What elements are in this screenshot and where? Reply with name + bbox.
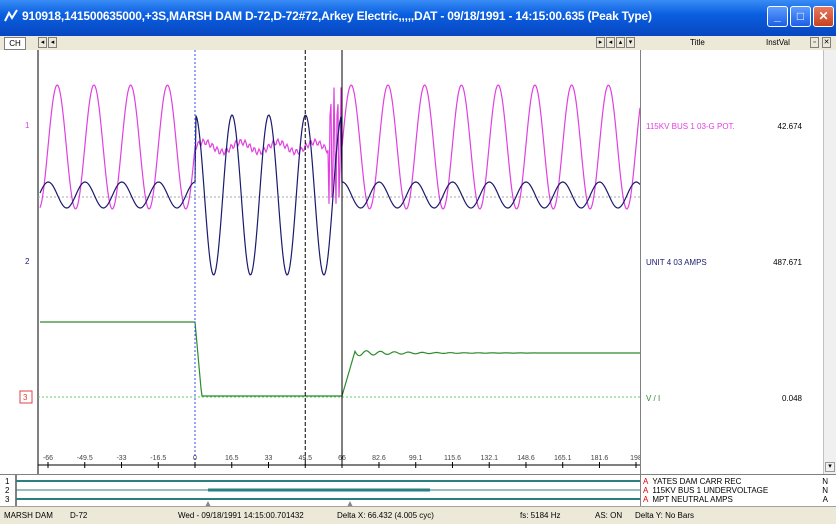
scroll-left-end-button[interactable]: ◂: [48, 37, 57, 48]
status-datetime: Wed - 09/18/1991 14:15:00.701432: [178, 511, 304, 520]
arrow-down-icon: ▾: [628, 39, 633, 46]
title-bar[interactable]: 910918,141500635000,+3S,MARSH DAM D-72,D…: [0, 0, 836, 36]
series-115kv-bus-pot: [39, 84, 641, 210]
status-as: AS: ON: [595, 511, 623, 520]
waveform-plot[interactable]: 1 2 3 -66 -49.5 -33 -16.5 0 16.5 33 49.5 66 82.6 9…: [0, 50, 642, 474]
minimize-icon: _: [774, 9, 781, 23]
maximize-button[interactable]: □: [790, 6, 811, 27]
channel-2-instval: 487.671: [773, 258, 802, 267]
channel-2-number: 2: [25, 257, 30, 266]
arrow-right-icon: ▸: [598, 39, 603, 46]
x-tick-label: 181.6: [591, 455, 609, 462]
waveform-svg[interactable]: 1 2 3 -66 -49.5 -33 -16.5 0 16.5 33 49.5 66 82.6 9…: [0, 50, 642, 474]
x-tick-label: -66: [43, 455, 53, 462]
scroll-left-button[interactable]: ◂: [38, 37, 47, 48]
channel-selector[interactable]: CH: [4, 37, 26, 50]
digital-flag: A: [643, 495, 649, 504]
digital-2-number: 2: [5, 486, 10, 495]
channel-1-title: 115KV BUS 1 03-G POT.: [646, 122, 735, 131]
x-tick-label: 0: [193, 455, 197, 462]
channel-1-number: 1: [25, 121, 30, 130]
zoom-left-button[interactable]: ◂: [606, 37, 615, 48]
x-tick-label: 82.6: [372, 455, 386, 462]
digital-label: YATES DAM CARR REC: [652, 477, 742, 486]
status-bar: MARSH DAM D-72 Wed - 09/18/1991 14:15:00…: [0, 506, 836, 524]
channel-3-instval: 0.048: [781, 394, 802, 403]
status-delta-y: Delta Y: No Bars: [635, 511, 694, 520]
column-header-instval: InstVal: [766, 38, 790, 47]
series-unit4-amps: [39, 114, 641, 276]
channel-2-title: UNIT 4 03 AMPS: [646, 258, 707, 267]
window-title: 910918,141500635000,+3S,MARSH DAM D-72,D…: [22, 9, 652, 23]
x-tick-label: -49.5: [77, 455, 93, 462]
arrow-left-icon: ◂: [50, 39, 55, 46]
restore-icon: ▫: [813, 39, 816, 46]
digital-item: A YATES DAM CARR REC: [643, 477, 741, 486]
scroll-right-button[interactable]: ▸: [596, 37, 605, 48]
channel-toolbar: CH ◂ ◂ ▸ ◂ ▴ ▾ Title InstVal ▫ ✕: [0, 36, 836, 51]
x-tick-label: 16.5: [225, 455, 239, 462]
x-tick-label: 165.1: [554, 455, 572, 462]
digital-legend: A YATES DAM CARR REC N A 115KV BUS 1 UNDER…: [640, 474, 836, 506]
digital-label: 115KV BUS 1 UNDERVOLTAGE: [652, 486, 769, 495]
panel-close-button[interactable]: ✕: [822, 37, 831, 48]
status-station: MARSH DAM: [4, 511, 53, 520]
minimize-button[interactable]: _: [767, 6, 788, 27]
x-tick-label: 49.5: [298, 455, 312, 462]
status-sample-rate: fs: 5184 Hz: [520, 511, 561, 520]
zoom-up-button[interactable]: ▴: [616, 37, 625, 48]
digital-traces-svg: 1 2 3: [5, 475, 640, 507]
column-header-title: Title: [690, 38, 705, 47]
digital-flag: A: [643, 486, 649, 495]
vertical-scrollbar[interactable]: ▾: [823, 50, 836, 474]
digital-channels-area: 1 2 3: [0, 474, 640, 507]
x-tick-label: 198: [630, 455, 640, 462]
digital-state: A: [822, 495, 828, 504]
x-tick-label: 66: [338, 455, 346, 462]
close-icon: ✕: [818, 9, 829, 23]
zoom-down-button[interactable]: ▾: [626, 37, 635, 48]
channel-3-title: V / I: [646, 394, 661, 403]
arrow-left-icon: ◂: [40, 39, 45, 46]
cursor-marker-icon[interactable]: [205, 501, 211, 507]
digital-state: N: [822, 477, 828, 486]
arrow-left-icon: ◂: [608, 39, 613, 46]
x-tick-label: 132.1: [480, 455, 498, 462]
arrow-up-icon: ▴: [618, 39, 623, 46]
x-tick-label: 99.1: [409, 455, 423, 462]
status-delta-x: Delta X: 66.432 (4.005 cyc): [337, 511, 434, 520]
digital-1-number: 1: [5, 477, 10, 486]
close-button[interactable]: ✕: [813, 6, 834, 27]
panel-restore-button[interactable]: ▫: [810, 37, 819, 48]
digital-flag: A: [643, 477, 649, 486]
channel-3-number: 3: [23, 393, 28, 402]
x-tick-label: 115.6: [444, 455, 461, 462]
digital-item: A 115KV BUS 1 UNDERVOLTAGE: [643, 486, 768, 495]
cursor-marker-icon[interactable]: [347, 501, 353, 507]
close-icon: ✕: [823, 39, 830, 46]
app-icon: [4, 9, 18, 22]
digital-label: MPT NEUTRAL AMPS: [652, 495, 733, 504]
channel-info-panel: 115KV BUS 1 03-G POT. 42.674 UNIT 4 03 A…: [640, 50, 836, 474]
digital-3-number: 3: [5, 495, 10, 504]
digital-state: N: [822, 486, 828, 495]
channel-1-instval: 42.674: [777, 122, 802, 131]
maximize-icon: □: [796, 9, 805, 23]
x-tick-label: 33: [265, 455, 273, 462]
status-device: D-72: [70, 511, 88, 520]
digital-item: A MPT NEUTRAL AMPS: [643, 495, 733, 504]
x-tick-label: -16.5: [150, 455, 166, 462]
x-tick-label: -33: [116, 455, 126, 462]
scroll-down-arrow-icon[interactable]: ▾: [825, 462, 835, 472]
series-v-over-i: [40, 321, 640, 397]
x-tick-label: 148.6: [517, 455, 535, 462]
